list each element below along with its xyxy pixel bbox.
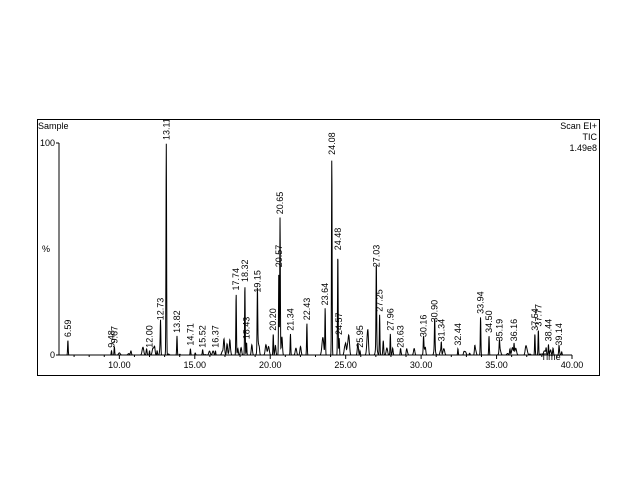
peak-label: 37.77 [533, 304, 543, 327]
peak-label: 32.44 [453, 323, 463, 346]
x-tick-label: 40.00 [561, 360, 584, 370]
sample-label: Sample [38, 121, 69, 131]
peak-label: 39.14 [554, 323, 564, 346]
peak-label: 35.19 [494, 319, 504, 342]
peak-label: 36.16 [509, 319, 519, 342]
chromatogram-chart: Sample Scan EI+ TIC 1.49e8 % Time 0 100 10… [38, 120, 598, 370]
x-tick-label: 35.00 [485, 360, 508, 370]
peak-label: 22.43 [302, 298, 312, 321]
x-tick-label: 25.00 [334, 360, 357, 370]
peak-label: 21.34 [285, 308, 295, 331]
peak-label: 15.52 [198, 325, 208, 348]
peak-label: 13.11 [161, 120, 171, 140]
x-tick-label: 20.00 [259, 360, 282, 370]
peak-label: 28.63 [395, 325, 405, 348]
x-tick-label: 10.00 [108, 360, 131, 370]
peak-label: 25.95 [355, 325, 365, 348]
peak-label: 18.32 [240, 260, 250, 283]
peak-label: 34.50 [484, 310, 494, 333]
peak-label: 23.64 [320, 283, 330, 306]
peak-label: 30.16 [419, 315, 429, 338]
y-axis-label: % [42, 244, 50, 254]
scan-mode-label: Scan EI+ [560, 121, 597, 131]
peak-label: 27.25 [375, 289, 385, 312]
peak-label: 9.48 [107, 330, 117, 348]
peak-label: 20.20 [268, 308, 278, 331]
intensity-label: 1.49e8 [569, 143, 597, 153]
tic-trace-line [59, 143, 572, 356]
peak-label: 17.74 [231, 268, 241, 291]
x-tick-label: 15.00 [184, 360, 207, 370]
axes: 0 100 10.00 15.00 20.00 25.00 30.00 35.00 40.00 [40, 138, 583, 370]
peak-label: 30.90 [430, 300, 440, 323]
peak-label: 9.67 [109, 326, 119, 344]
y-tick-label: 0 [50, 350, 55, 360]
peak-label: 24.57 [334, 313, 344, 336]
y-tick-label: 100 [40, 138, 55, 148]
peak-label: 13.82 [172, 310, 182, 333]
peak-label: 14.71 [185, 323, 195, 346]
peak-label: 27.03 [371, 245, 381, 268]
peak-label: 37.54 [530, 308, 540, 331]
peak-label: 24.48 [333, 228, 343, 251]
peak-label: 18.43 [242, 317, 252, 340]
peak-label: 12.73 [156, 298, 166, 321]
peak-label: 24.08 [327, 132, 337, 155]
x-tick-label: 30.00 [410, 360, 433, 370]
peak-label: 16.37 [210, 325, 220, 348]
peak-label: 33.94 [476, 291, 486, 314]
peak-label: 27.96 [385, 308, 395, 331]
peak-label: 6.59 [63, 320, 73, 338]
peak-label: 31.34 [436, 319, 446, 342]
peak-label: 19.15 [252, 270, 262, 293]
chromatogram-panel: Sample Scan EI+ TIC 1.49e8 % Time 0 100 10… [37, 119, 600, 376]
tic-label: TIC [583, 132, 598, 142]
peak-label: 20.65 [275, 192, 285, 215]
tic-trace [59, 143, 572, 356]
peak-label: 12.00 [145, 325, 155, 348]
x-axis-label: Time [541, 352, 561, 362]
peak-label: 38.44 [543, 319, 553, 342]
peak-label: 20.57 [274, 245, 284, 268]
